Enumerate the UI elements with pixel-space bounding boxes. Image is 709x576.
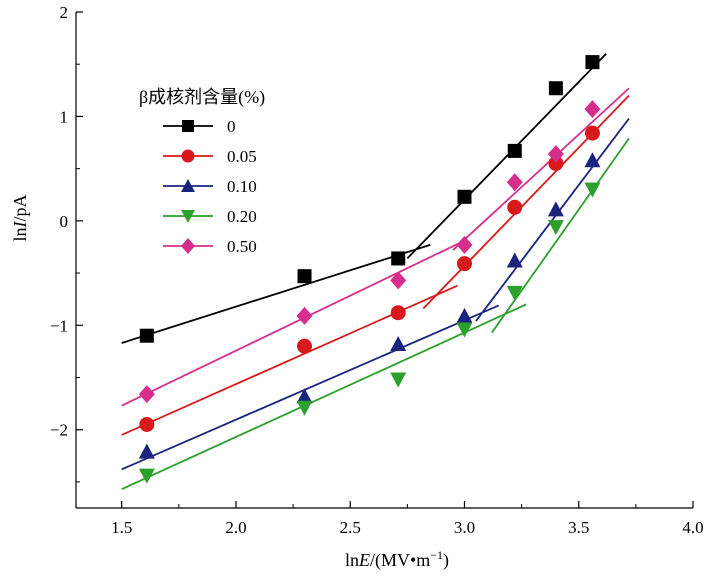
fit-line [121, 244, 431, 344]
y-tick-label: −2 [50, 421, 68, 440]
fit-line [422, 94, 630, 310]
data-point [547, 220, 564, 236]
legend-title: β成核剂含量(%) [139, 87, 265, 108]
data-point [297, 269, 312, 284]
data-point [584, 125, 600, 141]
data-point [390, 271, 407, 290]
data-point [138, 468, 155, 484]
x-axis-title-exponent: −1 [430, 548, 443, 562]
data-point [138, 385, 155, 404]
data-point [391, 251, 406, 266]
data-point [457, 189, 472, 204]
data-point [390, 372, 407, 388]
legend-marker [181, 210, 195, 223]
x-tick-label: 2.0 [225, 518, 246, 537]
legend-marker [181, 149, 195, 163]
data-point [456, 307, 473, 323]
y-tick-label: 2 [60, 3, 69, 22]
data-point [547, 201, 564, 217]
data-point [585, 55, 600, 70]
data-point [456, 235, 473, 254]
data-point [456, 322, 473, 338]
data-point [507, 143, 522, 158]
data-point [296, 400, 313, 416]
x-axis-title-variable: E [358, 550, 370, 570]
x-axis: 1.5 2.0 2.5 3.0 3.5 4.0 [76, 501, 704, 537]
x-tick-label: 4.0 [682, 518, 703, 537]
legend-marker [182, 120, 194, 132]
x-axis-title: lnE/(MV•m−1) [345, 548, 449, 571]
legend-label: 0.10 [227, 177, 257, 196]
data-point [548, 81, 563, 96]
legend: β成核剂含量(%) 0 0.05 0.10 0.20 0.50 [139, 87, 265, 256]
fit-line [452, 87, 630, 251]
data-point [506, 285, 523, 301]
fit-lines [121, 53, 630, 491]
legend-marker [181, 179, 195, 192]
legend-label: 0.50 [227, 237, 257, 256]
x-axis-title-unit: /(MV•m [370, 550, 430, 571]
y-tick-label: 0 [60, 212, 69, 231]
data-point [390, 336, 407, 352]
x-tick-label: 3.0 [454, 518, 475, 537]
fit-line [475, 117, 630, 322]
data-point [506, 173, 523, 192]
fit-line [121, 304, 500, 471]
data-points [138, 55, 601, 484]
data-point [138, 443, 155, 459]
x-tick-label: 3.5 [568, 518, 589, 537]
x-tick-label: 2.5 [340, 518, 361, 537]
x-axis-title-close: ) [443, 550, 449, 571]
data-point [584, 100, 601, 119]
y-axis-title-unit: /pA [10, 194, 30, 221]
y-axis-title-prefix: ln [10, 227, 30, 241]
data-point [456, 256, 472, 272]
legend-label: 0.20 [227, 207, 257, 226]
data-point [547, 145, 564, 164]
y-tick-label: −1 [50, 316, 68, 335]
fit-line [406, 53, 607, 260]
data-point [296, 388, 313, 404]
data-point [390, 305, 406, 321]
data-point [506, 252, 523, 268]
data-point [507, 199, 523, 215]
y-tick-label: 1 [60, 107, 69, 126]
legend-label: 0 [227, 117, 236, 136]
data-point [548, 155, 564, 171]
fit-line [121, 239, 465, 407]
y-axis-title-variable: I [10, 220, 30, 228]
data-point [139, 328, 154, 343]
data-point [584, 182, 601, 198]
y-axis-title: lnI/pA [10, 194, 30, 241]
x-tick-label: 1.5 [111, 518, 132, 537]
data-point [139, 416, 155, 432]
y-axis: 2 1 0 −1 −2 [50, 3, 83, 508]
legend-label: 0.05 [227, 147, 257, 166]
legend-marker [181, 238, 195, 254]
data-point [297, 338, 313, 354]
data-point [584, 152, 601, 168]
x-axis-title-prefix: ln [345, 550, 359, 570]
fit-line [121, 303, 527, 491]
data-point [296, 306, 313, 325]
